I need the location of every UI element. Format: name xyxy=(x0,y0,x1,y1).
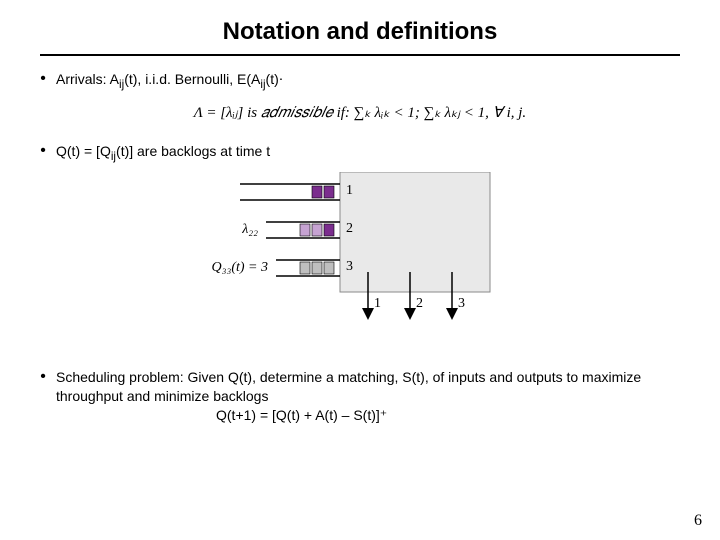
recursion-eqn: Q(t+1) = [Q(t) + A(t) – S(t)]⁺ xyxy=(216,407,387,423)
title-rule xyxy=(40,54,680,56)
output-port-label: 3 xyxy=(458,296,465,312)
lambda-label: λ₂₂ xyxy=(242,222,258,238)
admissible-condition: Λ = [λᵢⱼ] is 𝑎𝑑𝑚𝑖𝑠𝑠𝑖𝑏𝑙𝑒 if: ∑ₖ λᵢₖ < 1; … xyxy=(40,103,680,122)
page-title: Notation and definitions xyxy=(40,18,680,46)
queue-length-label: Q₃₃(t) = 3 xyxy=(211,260,268,276)
switch-fabric xyxy=(340,172,490,292)
input-port-label: 2 xyxy=(346,221,353,237)
bullet-mark: • xyxy=(40,368,46,386)
queue-cell xyxy=(312,186,322,198)
queue-cell xyxy=(312,224,322,236)
bullet-scheduling: • Scheduling problem: Given Q(t), determ… xyxy=(40,368,680,425)
bullet-text: Scheduling problem: Given Q(t), determin… xyxy=(56,368,680,425)
bullet-arrivals: • Arrivals: Aij(t), i.i.d. Bernoulli, E(… xyxy=(40,70,680,93)
switch-diagram: 1 2 λ₂₂ 3 Q₃₃(t) = 3 1 2 3 xyxy=(210,172,510,342)
output-port-label: 1 xyxy=(374,296,381,312)
queue-cell xyxy=(300,224,310,236)
bullet-text: Q(t) = [Qij(t)] are backlogs at time t xyxy=(56,142,680,165)
queue-cell xyxy=(324,186,334,198)
output-port-label: 2 xyxy=(416,296,423,312)
bullet-mark: • xyxy=(40,142,46,160)
bullet-mark: • xyxy=(40,70,46,88)
page-number: 6 xyxy=(694,512,702,530)
queue-cell xyxy=(324,224,334,236)
queue-cell xyxy=(300,262,310,274)
bullet-text: Arrivals: Aij(t), i.i.d. Bernoulli, E(Ai… xyxy=(56,70,680,93)
input-port-label: 1 xyxy=(346,183,353,199)
queue-cell xyxy=(324,262,334,274)
input-port-label: 3 xyxy=(346,259,353,275)
queue-cell xyxy=(312,262,322,274)
bullet-backlogs: • Q(t) = [Qij(t)] are backlogs at time t xyxy=(40,142,680,165)
